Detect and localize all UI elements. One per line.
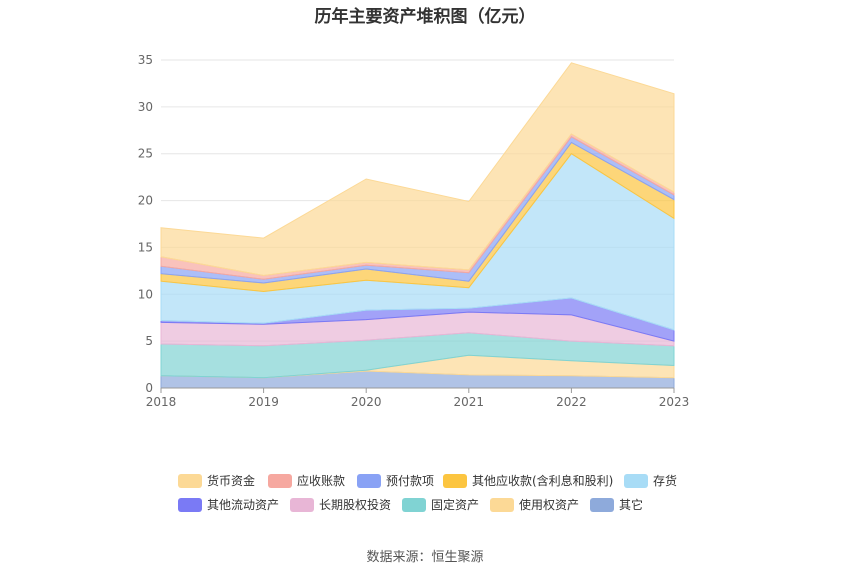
legend-swatch [443, 474, 467, 488]
area-series[interactable] [160, 62, 675, 277]
legend-label: 使用权资产 [519, 497, 579, 512]
legend-swatch [590, 498, 614, 512]
legend-item[interactable]: 其他流动资产 [178, 498, 279, 512]
y-tick-label: 0 [145, 381, 153, 395]
x-tick-label: 2022 [556, 395, 587, 409]
legend-label: 货币资金 [207, 473, 255, 488]
area-series-group [160, 62, 675, 389]
legend-item[interactable]: 应收账款 [268, 473, 345, 488]
x-tick-label: 2020 [351, 395, 382, 409]
legend-label: 长期股权投资 [319, 497, 391, 512]
legend-label: 其他流动资产 [207, 498, 279, 512]
x-tick-label: 2021 [454, 395, 485, 409]
legend-swatch [490, 498, 514, 512]
legend-item[interactable]: 长期股权投资 [290, 497, 391, 512]
legend-swatch [178, 474, 202, 488]
legend-item[interactable]: 存货 [624, 473, 677, 488]
y-tick-label: 20 [138, 194, 153, 208]
legend-swatch [357, 474, 381, 488]
y-tick-label: 5 [145, 334, 153, 348]
legend-item[interactable]: 固定资产 [402, 497, 479, 512]
legend-label: 应收账款 [297, 473, 345, 488]
legend-swatch [268, 474, 292, 488]
y-tick-label: 35 [138, 53, 153, 67]
legend-label: 固定资产 [431, 497, 479, 512]
legend-item[interactable]: 预付款项 [357, 474, 434, 488]
chart-title: 历年主要资产堆积图（亿元） [314, 7, 536, 27]
x-tick-label: 2023 [659, 395, 690, 409]
legend-label: 其他应收款(含利息和股利) [472, 473, 613, 488]
legend-label: 预付款项 [386, 474, 434, 488]
legend-swatch [402, 498, 426, 512]
x-tick-label: 2019 [248, 395, 279, 409]
legend-item[interactable]: 其他应收款(含利息和股利) [443, 473, 613, 488]
y-tick-label: 25 [138, 147, 153, 161]
legend-label: 存货 [653, 473, 677, 488]
x-tick-label: 2018 [146, 395, 177, 409]
y-tick-label: 10 [138, 287, 153, 301]
legend-swatch [178, 498, 202, 512]
axes: 0 5 10 15 20 25 30 35 2018 2019 2020 2021 2022 2023 [138, 53, 690, 409]
legend-label: 其它 [619, 497, 643, 512]
legend-swatch [624, 474, 648, 488]
legend-item[interactable]: 货币资金 [178, 473, 255, 488]
legend-item[interactable]: 使用权资产 [490, 497, 579, 512]
legend-swatch [290, 498, 314, 512]
y-tick-label: 15 [138, 240, 153, 254]
source-note: 数据来源：恒生聚源 [366, 550, 484, 565]
y-tick-label: 30 [138, 100, 153, 114]
legend-item[interactable]: 其它 [590, 497, 643, 512]
